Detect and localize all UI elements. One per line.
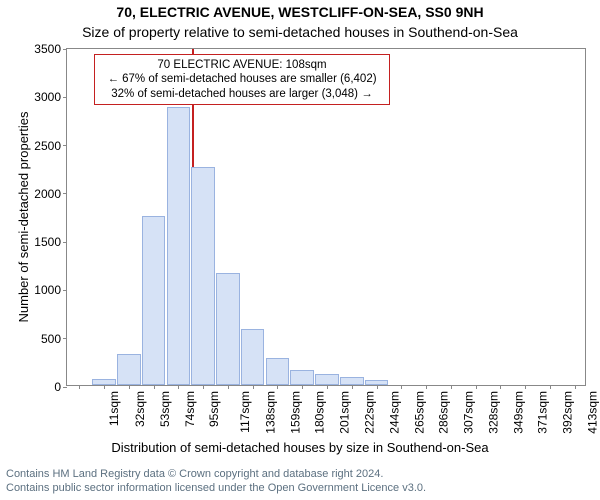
- footer-line-1: Contains HM Land Registry data © Crown c…: [6, 468, 383, 482]
- page-title-subtitle: Size of property relative to semi-detach…: [0, 24, 600, 40]
- x-tick-mark: [129, 385, 130, 389]
- histogram-bar: [290, 370, 314, 385]
- x-tick-label: 95sqm: [207, 391, 221, 427]
- x-tick-mark: [575, 385, 576, 389]
- histogram-bar: [241, 329, 265, 385]
- x-tick-label: 307sqm: [462, 391, 476, 434]
- y-tick-label: 2500: [34, 139, 67, 153]
- histogram-bar: [315, 374, 339, 385]
- x-tick-mark: [277, 385, 278, 389]
- x-axis-label: Distribution of semi-detached houses by …: [0, 440, 600, 455]
- x-tick-label: 159sqm: [288, 391, 302, 434]
- x-tick-label: 413sqm: [586, 391, 600, 434]
- x-tick-mark: [525, 385, 526, 389]
- histogram-bar: [216, 273, 240, 385]
- annotation-line-1: 70 ELECTRIC AVENUE: 108sqm: [101, 58, 383, 72]
- x-tick-label: 138sqm: [264, 391, 278, 434]
- x-tick-label: 32sqm: [133, 391, 147, 427]
- x-tick-mark: [550, 385, 551, 389]
- x-tick-label: 265sqm: [412, 391, 426, 434]
- x-tick-mark: [154, 385, 155, 389]
- x-tick-mark: [104, 385, 105, 389]
- x-tick-mark: [79, 385, 80, 389]
- histogram-bar: [191, 167, 215, 385]
- x-tick-mark: [401, 385, 402, 389]
- x-tick-mark: [500, 385, 501, 389]
- x-tick-label: 349sqm: [511, 391, 525, 434]
- y-tick-label: 0: [54, 380, 67, 394]
- x-tick-mark: [327, 385, 328, 389]
- histogram-bar: [117, 354, 141, 385]
- histogram-bar: [266, 358, 290, 385]
- annotation-line-3: 32% of semi-detached houses are larger (…: [101, 87, 383, 101]
- histogram-bar: [142, 216, 166, 385]
- x-tick-mark: [476, 385, 477, 389]
- y-tick-label: 3500: [34, 42, 67, 56]
- x-tick-mark: [426, 385, 427, 389]
- x-tick-label: 117sqm: [238, 391, 252, 433]
- x-tick-mark: [377, 385, 378, 389]
- histogram-bar: [167, 107, 191, 385]
- x-tick-label: 201sqm: [338, 391, 352, 434]
- y-tick-label: 1000: [34, 283, 67, 297]
- x-tick-mark: [302, 385, 303, 389]
- annotation-line-2: ← 67% of semi-detached houses are smalle…: [101, 72, 383, 86]
- y-tick-label: 3000: [34, 90, 67, 104]
- x-tick-label: 222sqm: [363, 391, 377, 434]
- x-tick-mark: [451, 385, 452, 389]
- x-tick-label: 180sqm: [313, 391, 327, 434]
- x-tick-label: 371sqm: [536, 391, 550, 434]
- page-title-address: 70, ELECTRIC AVENUE, WESTCLIFF-ON-SEA, S…: [0, 4, 600, 20]
- y-tick-label: 2000: [34, 187, 67, 201]
- x-tick-mark: [203, 385, 204, 389]
- x-tick-label: 74sqm: [183, 391, 197, 427]
- annotation-box: 70 ELECTRIC AVENUE: 108sqm ← 67% of semi…: [94, 54, 390, 105]
- x-tick-mark: [352, 385, 353, 389]
- y-tick-label: 500: [41, 332, 67, 346]
- x-tick-label: 392sqm: [561, 391, 575, 434]
- x-tick-label: 328sqm: [487, 391, 501, 434]
- histogram-bar: [340, 377, 364, 385]
- y-axis-label: Number of semi-detached properties: [16, 112, 31, 323]
- x-tick-label: 244sqm: [387, 391, 401, 434]
- x-tick-mark: [253, 385, 254, 389]
- x-tick-mark: [228, 385, 229, 389]
- x-tick-label: 11sqm: [108, 391, 122, 426]
- x-tick-label: 53sqm: [158, 391, 172, 427]
- footer-line-2: Contains public sector information licen…: [6, 482, 426, 496]
- x-tick-label: 286sqm: [437, 391, 451, 434]
- x-tick-mark: [178, 385, 179, 389]
- y-tick-label: 1500: [34, 235, 67, 249]
